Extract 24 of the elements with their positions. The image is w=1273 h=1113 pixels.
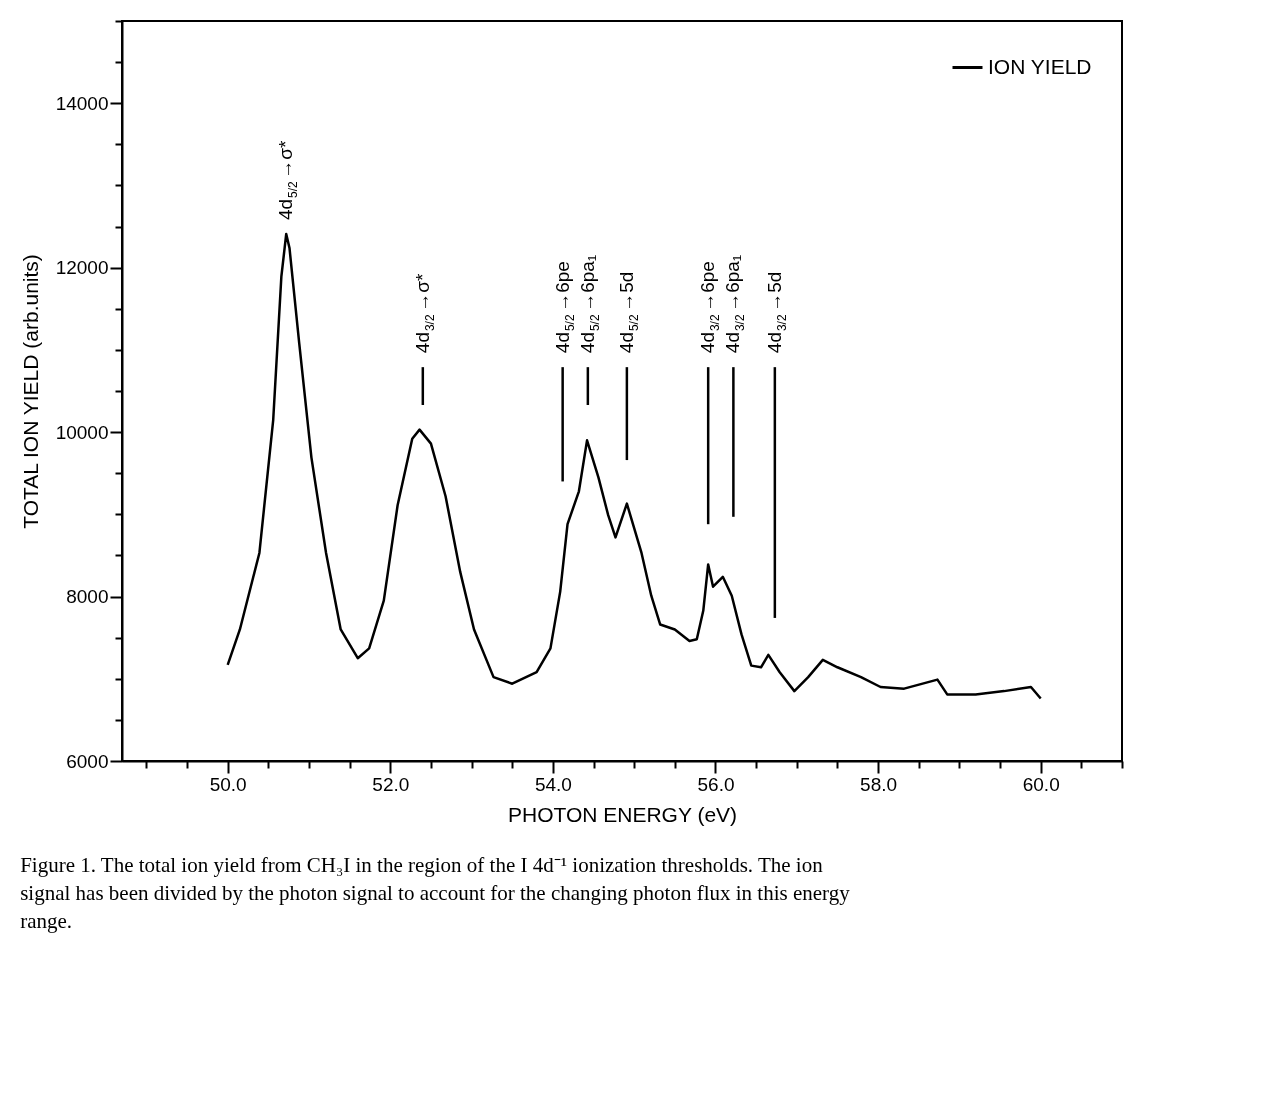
caption: Figure 1. The total ion yield from CH₃I in the region of the I 4d⁻¹ ionization thresholds. The ion signal has been divided by the photon signal to account for the changing photon flux in this energy range.	[20, 853, 851, 933]
x-tick-label: 54.0	[534, 773, 572, 795]
x-tick-label: 58.0	[860, 773, 898, 795]
y-tick-label: 8000	[66, 586, 109, 608]
line-series	[226, 232, 1042, 700]
x-tick-label: 52.0	[372, 773, 410, 795]
x-tick-label: 60.0	[1022, 773, 1060, 795]
annotation: 4d5/2→6pa₁	[576, 254, 602, 354]
legend-label: ION YIELD	[988, 54, 1092, 78]
y-tick-label: 10000	[55, 421, 109, 443]
annotation: 4d3/2→6pe	[697, 261, 723, 354]
x-tick-label: 50.0	[209, 773, 247, 795]
annotation: 4d3/2→σ*	[411, 273, 437, 354]
annotation: 4d5/2→6pe	[551, 261, 577, 354]
annotation: 4d3/2→5d	[763, 271, 789, 354]
y-tick-label: 6000	[66, 750, 109, 772]
y-tick-label: 14000	[55, 92, 109, 114]
x-axis-title: PHOTON ENERGY (eV)	[507, 802, 738, 826]
y-tick-label: 12000	[55, 257, 109, 279]
y-axis-title: TOTAL ION YIELD (arb.units)	[18, 254, 42, 529]
x-tick-label: 56.0	[697, 773, 735, 795]
annotation: 4d5/2→5d	[615, 271, 641, 354]
annotation: 4d5/2→σ*	[275, 139, 301, 220]
annotation: 4d3/2→6pa₁	[722, 254, 748, 354]
